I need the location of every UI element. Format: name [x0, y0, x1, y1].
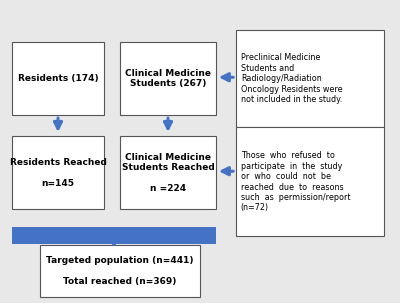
Bar: [12, 227, 216, 244]
Bar: [120, 136, 216, 209]
Bar: [12, 42, 104, 115]
Bar: [120, 42, 216, 115]
Text: Clinical Medicine
Students Reached

n =224: Clinical Medicine Students Reached n =22…: [122, 153, 214, 193]
Bar: [236, 30, 384, 127]
Bar: [236, 127, 384, 236]
Text: Targeted population (n=441)

Total reached (n=369): Targeted population (n=441) Total reache…: [46, 256, 194, 286]
Text: Residents Reached

n=145: Residents Reached n=145: [10, 158, 106, 188]
Bar: [12, 136, 104, 209]
Text: Clinical Medicine
Students (267): Clinical Medicine Students (267): [125, 69, 211, 88]
Text: Preclinical Medicine
Students and
Radiology/Radiation
Oncology Residents were
no: Preclinical Medicine Students and Radiol…: [241, 54, 342, 104]
Bar: [40, 245, 200, 297]
Text: Those  who  refused  to
participate  in  the  study
or  who  could  not  be
reac: Those who refused to participate in the …: [241, 151, 350, 212]
Text: Residents (174): Residents (174): [18, 74, 98, 83]
